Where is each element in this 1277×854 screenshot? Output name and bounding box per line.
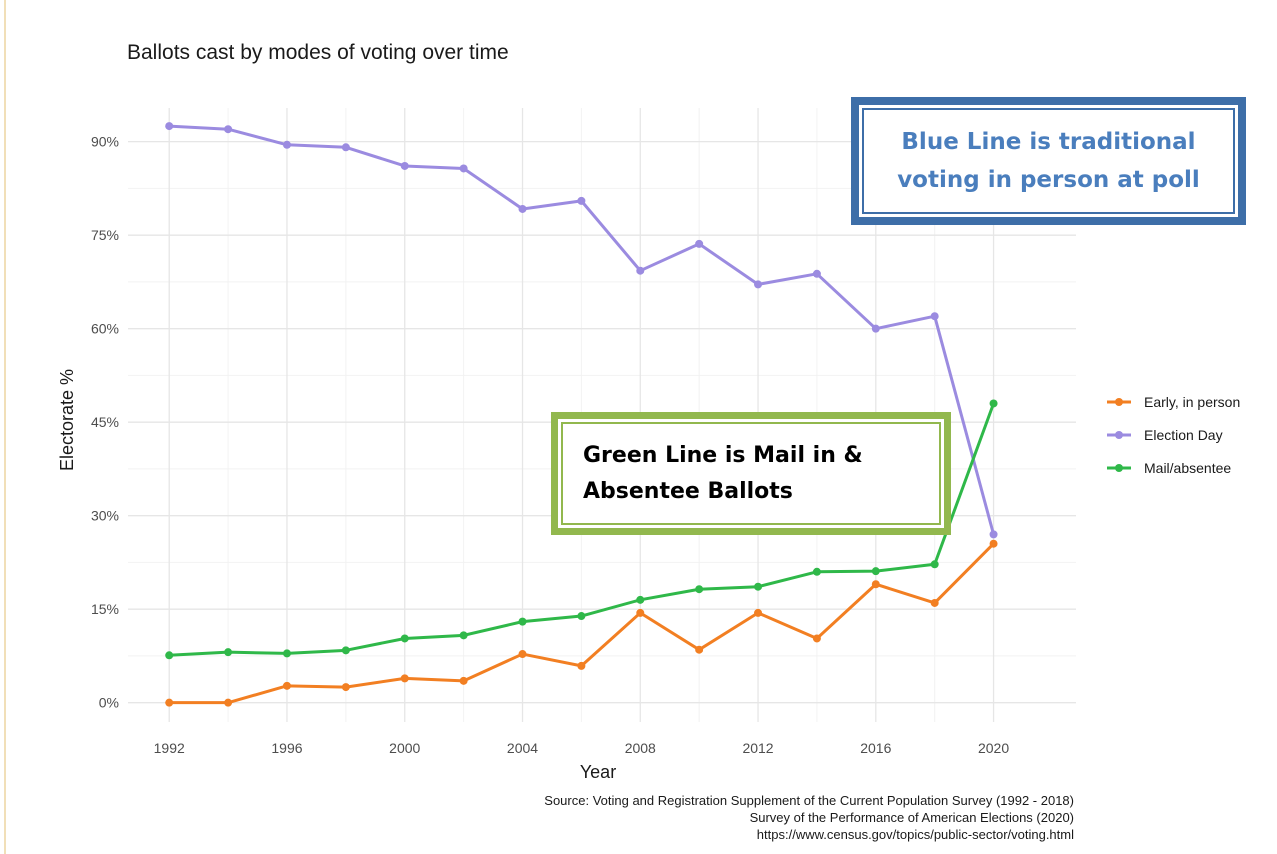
y-tick-label: 45% — [91, 414, 119, 430]
data-point-early-in-person — [577, 661, 586, 670]
x-tick-label: 2012 — [742, 740, 773, 756]
data-point-mail-absentee — [695, 585, 704, 594]
x-tick-label: 2020 — [978, 740, 1009, 756]
y-axis-title: Electorate % — [57, 369, 77, 471]
data-point-election-day — [695, 239, 704, 248]
legend-item-election-day: Election Day — [1107, 427, 1223, 443]
data-point-mail-absentee — [224, 648, 233, 657]
data-point-early-in-person — [989, 539, 998, 548]
x-tick-label: 2004 — [507, 740, 538, 756]
series-early-in-person — [165, 539, 998, 707]
source-line-2: Survey of the Performance of American El… — [750, 810, 1074, 825]
x-tick-label: 1996 — [271, 740, 302, 756]
data-point-mail-absentee — [518, 617, 527, 626]
legend-key-point — [1115, 464, 1123, 472]
data-point-early-in-person — [695, 645, 704, 654]
data-point-mail-absentee — [400, 634, 409, 643]
data-point-election-day — [871, 324, 880, 333]
legend-item-mail-absentee: Mail/absentee — [1107, 460, 1231, 476]
data-point-election-day — [165, 122, 174, 131]
legend-item-early-in-person: Early, in person — [1107, 394, 1240, 410]
data-point-election-day — [518, 204, 527, 213]
data-point-mail-absentee — [282, 649, 291, 658]
blue-line-callout: Blue Line is traditional voting in perso… — [851, 97, 1246, 225]
legend-label: Election Day — [1144, 427, 1223, 443]
data-point-mail-absentee — [754, 582, 763, 591]
data-point-election-day — [577, 196, 586, 205]
data-point-early-in-person — [341, 683, 350, 692]
x-tick-label: 2008 — [625, 740, 656, 756]
data-point-election-day — [636, 266, 645, 275]
data-point-early-in-person — [871, 580, 880, 589]
data-point-early-in-person — [930, 598, 939, 607]
data-point-mail-absentee — [989, 399, 998, 408]
data-point-early-in-person — [754, 608, 763, 617]
y-tick-label: 75% — [91, 227, 119, 243]
green-line-callout-text: Green Line is Mail in & Absentee Ballots — [583, 442, 863, 504]
x-tick-label: 2016 — [860, 740, 891, 756]
data-point-election-day — [754, 280, 763, 289]
data-point-election-day — [930, 312, 939, 321]
legend-key-point — [1115, 398, 1123, 406]
x-tick-label: 2000 — [389, 740, 420, 756]
chart-title: Ballots cast by modes of voting over tim… — [127, 41, 509, 64]
data-point-mail-absentee — [341, 646, 350, 655]
data-point-early-in-person — [459, 676, 468, 685]
data-point-election-day — [989, 530, 998, 539]
legend-label: Mail/absentee — [1144, 460, 1231, 476]
data-point-election-day — [459, 164, 468, 173]
legend: Early, in person Election Day Mail/absente… — [1107, 394, 1240, 476]
y-tick-label: 0% — [99, 695, 119, 711]
data-point-election-day — [282, 140, 291, 149]
y-tick-label: 15% — [91, 601, 119, 617]
source-line-1: Source: Voting and Registration Suppleme… — [544, 793, 1074, 808]
data-point-election-day — [341, 143, 350, 152]
data-point-election-day — [224, 125, 233, 134]
data-point-mail-absentee — [636, 595, 645, 604]
data-point-early-in-person — [518, 650, 527, 659]
series-layer — [165, 122, 998, 707]
data-point-early-in-person — [282, 681, 291, 690]
data-point-mail-absentee — [459, 631, 468, 640]
axes: 0% 15% 30% 45% 60% 75% 90% 1992 1996 2000 2004 2008… — [91, 134, 1009, 756]
source-line-3: https://www.census.gov/topics/public-sec… — [757, 827, 1074, 842]
data-point-early-in-person — [400, 674, 409, 683]
data-point-mail-absentee — [930, 560, 939, 569]
y-tick-label: 90% — [91, 134, 119, 150]
data-point-election-day — [812, 269, 821, 278]
legend-key-point — [1115, 431, 1123, 439]
series-election-day — [165, 122, 998, 539]
y-tick-label: 60% — [91, 321, 119, 337]
x-axis-title: Year — [580, 762, 616, 782]
green-line-callout: Green Line is Mail in & Absentee Ballots — [551, 412, 951, 535]
data-point-mail-absentee — [871, 567, 880, 576]
blue-line-callout-text: Blue Line is traditional voting in perso… — [897, 129, 1200, 193]
y-tick-label: 30% — [91, 508, 119, 524]
x-tick-label: 1992 — [154, 740, 185, 756]
data-point-early-in-person — [165, 698, 174, 707]
data-point-election-day — [400, 161, 409, 170]
data-point-early-in-person — [636, 608, 645, 617]
legend-label: Early, in person — [1144, 394, 1240, 410]
data-point-mail-absentee — [577, 612, 586, 621]
data-point-early-in-person — [812, 634, 821, 643]
data-point-mail-absentee — [812, 567, 821, 576]
series-mail-absentee — [165, 399, 998, 660]
data-point-mail-absentee — [165, 651, 174, 660]
data-point-early-in-person — [224, 698, 233, 707]
